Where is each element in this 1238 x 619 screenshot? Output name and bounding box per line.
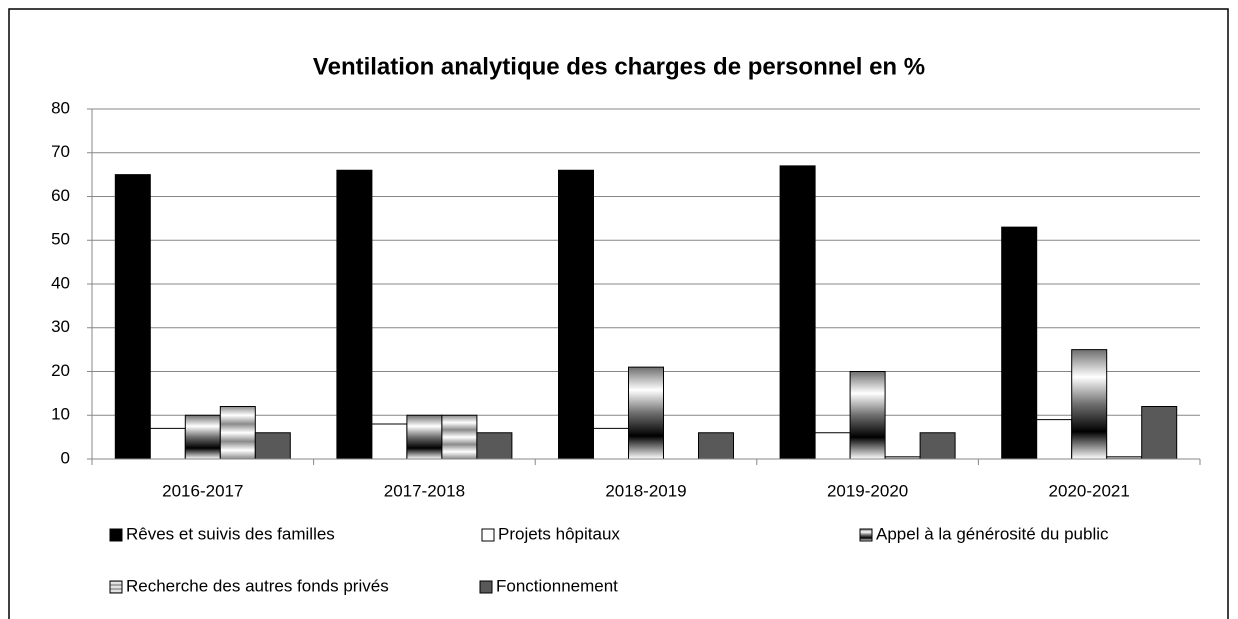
bar bbox=[406, 414, 443, 460]
x-tick-label: 2018-2019 bbox=[605, 481, 686, 500]
y-tick-label: 0 bbox=[61, 448, 70, 467]
legend-swatch bbox=[859, 528, 873, 542]
legend-swatch bbox=[479, 580, 493, 594]
bar bbox=[849, 371, 886, 460]
legend-label: Fonctionnement bbox=[496, 576, 618, 595]
y-tick-label: 20 bbox=[51, 361, 70, 380]
chart-border bbox=[8, 8, 1229, 619]
legend-label: Appel à la générosité du public bbox=[876, 524, 1109, 543]
bar bbox=[558, 169, 594, 460]
x-tick-label: 2019-2020 bbox=[827, 481, 908, 500]
x-tick-label: 2020-2021 bbox=[1049, 481, 1130, 500]
y-tick-label: 50 bbox=[51, 230, 70, 249]
legend-swatch bbox=[109, 528, 123, 542]
x-tick-label: 2016-2017 bbox=[162, 481, 243, 500]
y-tick-label: 30 bbox=[51, 317, 70, 336]
bar bbox=[1141, 406, 1178, 460]
y-tick-label: 60 bbox=[51, 186, 70, 205]
legend-label: Recherche des autres fonds privés bbox=[126, 576, 389, 595]
bar bbox=[814, 432, 851, 460]
legend-swatch bbox=[481, 528, 495, 542]
y-tick-label: 40 bbox=[51, 273, 70, 292]
bar bbox=[184, 414, 221, 460]
bar bbox=[149, 427, 186, 460]
bar bbox=[919, 432, 956, 460]
bar bbox=[698, 432, 734, 460]
bar bbox=[476, 432, 513, 460]
bar bbox=[441, 414, 478, 460]
legend-label: Projets hôpitaux bbox=[498, 524, 620, 543]
bar bbox=[1071, 349, 1108, 460]
bar bbox=[219, 406, 256, 460]
legend-label: Rêves et suivis des familles bbox=[126, 524, 335, 543]
bar bbox=[371, 423, 408, 460]
bar bbox=[336, 169, 373, 460]
y-tick-label: 70 bbox=[51, 142, 70, 161]
y-tick-label: 10 bbox=[51, 405, 70, 424]
bar bbox=[1036, 419, 1073, 460]
x-tick-label: 2017-2018 bbox=[384, 481, 465, 500]
chart-title: Ventilation analytique des charges de pe… bbox=[313, 53, 925, 80]
bar bbox=[628, 366, 664, 460]
bar bbox=[1001, 226, 1038, 460]
bar bbox=[114, 174, 151, 460]
bar bbox=[779, 165, 816, 460]
bar bbox=[593, 427, 629, 460]
y-tick-label: 80 bbox=[51, 98, 70, 117]
legend-swatch bbox=[109, 580, 123, 594]
bar bbox=[254, 432, 291, 460]
